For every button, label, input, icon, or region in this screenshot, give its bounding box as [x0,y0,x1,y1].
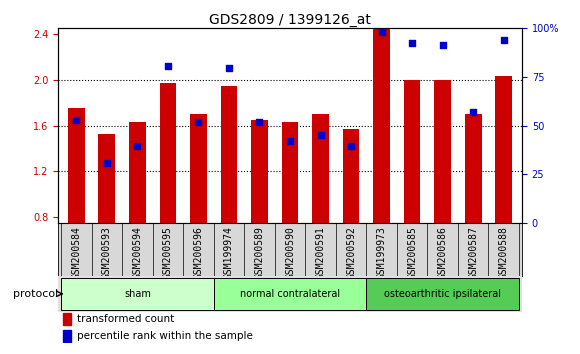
Bar [220,86,237,223]
Point [316,132,325,138]
Text: GSM200585: GSM200585 [407,226,417,279]
Text: GSM200590: GSM200590 [285,226,295,279]
Point [346,143,356,149]
Bar [312,114,329,223]
Text: percentile rank within the sample: percentile rank within the sample [77,331,252,341]
Bar [129,122,146,223]
Text: normal contralateral: normal contralateral [240,289,340,299]
Title: GDS2809 / 1399126_at: GDS2809 / 1399126_at [209,13,371,27]
Bar [61,278,213,310]
Point [163,63,172,69]
Text: osteoarthritic ipsilateral: osteoarthritic ipsilateral [384,289,501,299]
Text: GSM200596: GSM200596 [193,226,204,279]
Text: GSM200595: GSM200595 [163,226,173,279]
Text: sham: sham [124,289,151,299]
Text: GSM200589: GSM200589 [255,226,264,279]
Text: GSM200592: GSM200592 [346,226,356,279]
Point [377,29,386,35]
Bar [404,80,420,223]
Bar [160,83,176,223]
Text: GSM200588: GSM200588 [499,226,509,279]
Text: GSM200586: GSM200586 [438,226,448,279]
Text: protocol: protocol [13,289,59,299]
Text: GSM200593: GSM200593 [102,226,112,279]
Bar [99,134,115,223]
Point [194,119,203,125]
Bar [213,278,367,310]
Bar [251,120,268,223]
Point [72,117,81,123]
Bar [434,80,451,223]
Point [224,65,234,71]
Bar [63,313,71,325]
Point [469,109,478,115]
Text: GSM200591: GSM200591 [316,226,325,279]
Text: GSM199973: GSM199973 [376,226,387,279]
Point [102,161,111,166]
Text: GSM200594: GSM200594 [132,226,142,279]
Bar [373,0,390,223]
Bar [495,76,512,223]
Bar [63,330,71,342]
Point [499,37,508,42]
Point [408,40,417,46]
Text: GSM200584: GSM200584 [71,226,81,279]
Bar [367,278,519,310]
Bar [343,129,360,223]
Bar [68,108,85,223]
Point [438,43,447,48]
Point [285,138,295,143]
Bar [465,114,481,223]
Text: GSM200587: GSM200587 [468,226,478,279]
Text: transformed count: transformed count [77,314,174,324]
Bar [282,122,298,223]
Bar [190,114,207,223]
Text: GSM199974: GSM199974 [224,226,234,279]
Point [133,143,142,149]
Point [255,119,264,125]
